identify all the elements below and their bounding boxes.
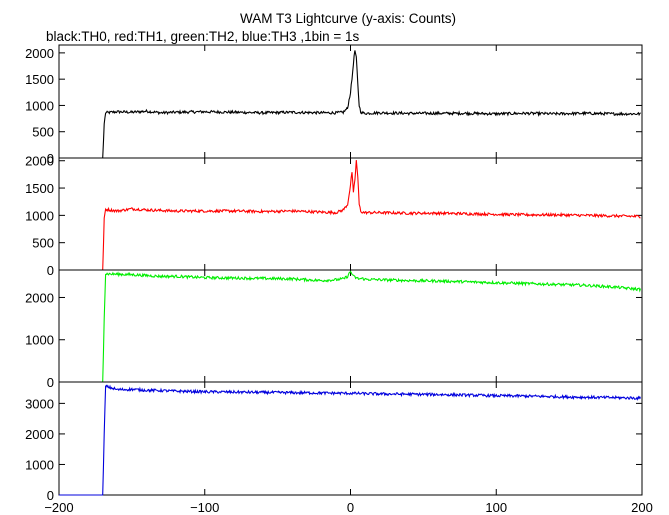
panel-2-ytick-label: 0	[47, 263, 54, 278]
panel-2-ytick-label: 500	[32, 236, 54, 251]
panel-1-ytick-label: 2000	[25, 46, 54, 61]
panel-4-ytick-label: 3000	[25, 396, 54, 411]
panel-3-ytick-label: 1000	[25, 333, 54, 348]
panel-1-ytick-label: 500	[32, 125, 54, 140]
panel-1-ytick-label: 1000	[25, 98, 54, 113]
panel-3-frame	[58, 269, 643, 383]
panels-group: 0500100015002000050010001500200001000200…	[25, 44, 653, 515]
panel-2-ytick-label: 1500	[25, 181, 54, 196]
x-tick-label: 0	[347, 500, 354, 515]
x-tick-label: −100	[190, 500, 219, 515]
chart-title: WAM T3 Lightcurve (y-axis: Counts)	[240, 11, 456, 26]
panel-4-ytick-label: 0	[47, 488, 54, 503]
x-tick-label: 200	[631, 500, 653, 515]
panel-4-ytick-label: 1000	[25, 457, 54, 472]
panel-1-ytick-label: 0	[47, 151, 54, 166]
panel-1-frame	[58, 44, 643, 159]
panel-1-ytick-label: 1500	[25, 72, 54, 87]
x-tick-label: −200	[44, 500, 73, 515]
panel-2-ytick-label: 2000	[25, 154, 54, 169]
panel-4-ytick-label: 2000	[25, 427, 54, 442]
panel-2-series-line	[59, 160, 641, 271]
panel-2-ytick-label: 1000	[25, 208, 54, 223]
panel-3-ytick-label: 0	[47, 375, 54, 390]
x-tick-label: 100	[485, 500, 507, 515]
chart-subtitle: black:TH0, red:TH1, green:TH2, blue:TH3 …	[46, 29, 360, 44]
panel-4-frame	[58, 381, 643, 496]
panel-1-series-line	[59, 50, 641, 159]
panel-3-ytick-label: 2000	[25, 290, 54, 305]
panel-3-series-line	[59, 270, 642, 383]
panel-2-frame	[58, 157, 643, 271]
panel-4-series-line	[59, 384, 641, 496]
